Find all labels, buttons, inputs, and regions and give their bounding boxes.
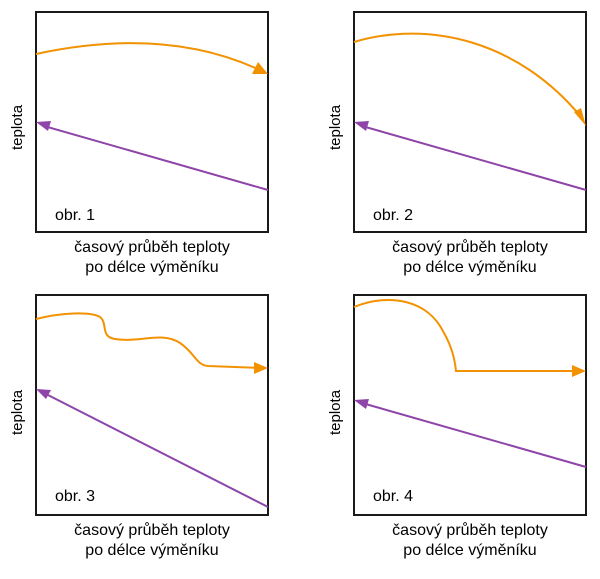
x-axis-caption: časový průběh teploty po délce výměníku (340, 521, 600, 561)
caption-line-1: časový průběh teploty (392, 522, 548, 539)
hot-stream-arrow-icon (572, 365, 586, 377)
panel-4: teplota obr. 4 časový průběh teploty po … (318, 283, 598, 563)
cold-stream-arrow-icon (354, 121, 369, 131)
cold-stream-arrow-icon (354, 399, 369, 409)
caption-line-2: po délce výměníku (85, 259, 219, 276)
hot-stream-curve (35, 312, 263, 369)
caption-line-1: časový průběh teploty (392, 239, 548, 256)
hot-stream-curve (35, 42, 265, 73)
cold-stream-line (361, 125, 587, 191)
panel-2: teplota obr. 2 časový průběh teploty po … (318, 0, 598, 280)
plot-frame (35, 294, 269, 516)
panel-3: teplota obr. 3 časový průběh teploty po … (0, 283, 280, 563)
cold-stream-line (43, 392, 269, 508)
figure-label: obr. 4 (373, 488, 413, 505)
caption-line-2: po délce výměníku (85, 542, 219, 559)
figure-label: obr. 2 (373, 207, 413, 224)
figure-label: obr. 1 (55, 207, 95, 224)
cold-stream-line (361, 402, 587, 468)
hot-stream-curve (353, 299, 580, 372)
caption-line-2: po délce výměníku (403, 259, 537, 276)
x-axis-caption: časový průběh teploty po délce výměníku (22, 521, 282, 561)
hot-stream-arrow-icon (252, 62, 268, 74)
plot-frame (353, 294, 587, 516)
cold-stream-arrow-icon (36, 389, 51, 399)
caption-line-2: po délce výměníku (403, 542, 537, 559)
plot-frame (35, 11, 269, 233)
caption-line-1: časový průběh teploty (74, 522, 230, 539)
temperature-plot: obr. 4 (353, 294, 587, 516)
hot-stream-curve (353, 32, 583, 119)
plot-frame (353, 11, 587, 233)
cold-stream-line (43, 125, 269, 191)
panel-1: teplota obr. 1 časový průběh teploty po … (0, 0, 280, 280)
hot-stream-arrow-icon (574, 108, 586, 126)
temperature-plot: obr. 2 (353, 11, 587, 233)
x-axis-caption: časový průběh teploty po délce výměníku (22, 238, 282, 278)
temperature-plot: obr. 3 (35, 294, 269, 516)
x-axis-caption: časový průběh teploty po délce výměníku (340, 238, 600, 278)
cold-stream-arrow-icon (36, 121, 51, 131)
hot-stream-arrow-icon (254, 362, 268, 374)
temperature-plot: obr. 1 (35, 11, 269, 233)
figure-label: obr. 3 (55, 488, 95, 505)
caption-line-1: časový průběh teploty (74, 239, 230, 256)
